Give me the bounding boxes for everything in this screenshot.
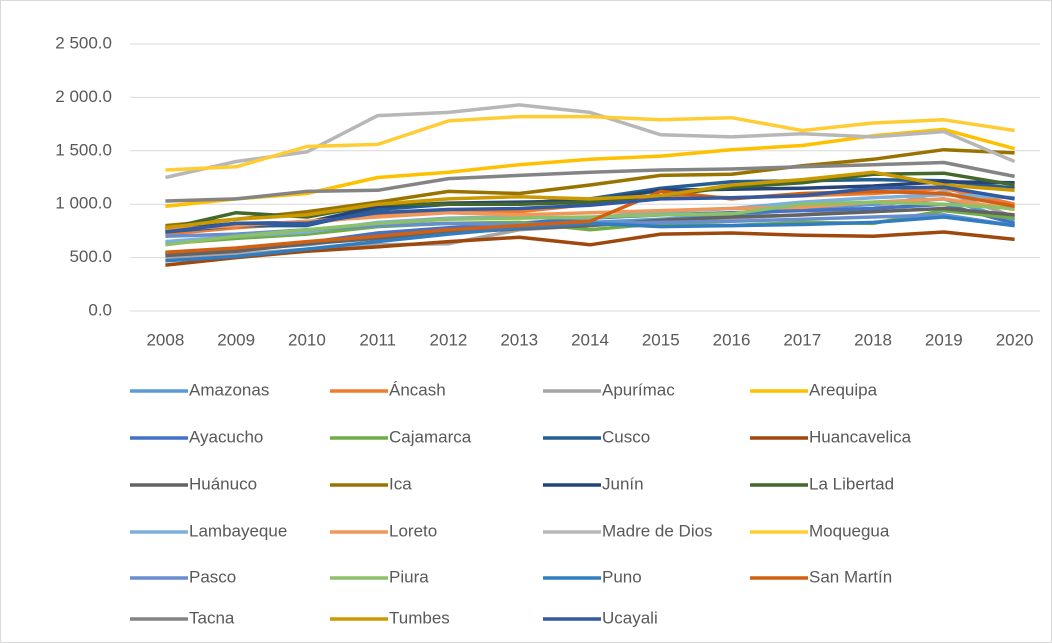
legend-label: Huancavelica [809,427,912,446]
x-tick-label: 2018 [854,330,892,349]
series-line [165,206,1015,258]
legend-label: Cajamarca [389,427,472,446]
y-tick-label: 500.0 [69,247,112,266]
legend-label: Áncash [389,380,446,399]
legend-label: Tacna [189,608,235,627]
x-tick-label: 2014 [571,330,609,349]
x-tick-label: 2017 [783,330,821,349]
series-line [165,185,1015,234]
legend-label: Cusco [602,427,650,446]
series-line [165,171,1015,231]
x-tick-label: 2020 [996,330,1034,349]
x-tick-label: 2011 [359,330,396,349]
x-tick-label: 2015 [642,330,680,349]
series-line [165,114,1015,172]
legend-label: Madre de Dios [602,521,713,540]
legend-label: Apurímac [602,380,675,399]
legend-label: Huánuco [189,474,257,493]
y-tick-label: 0.0 [88,300,112,319]
legend-label: Amazonas [189,380,269,399]
legend-label: Ucayali [602,608,658,627]
legend-label: San Martín [809,567,892,586]
legend-label: Lambayeque [189,521,287,540]
legend-label: Loreto [389,521,437,540]
legend-label: Piura [389,567,429,586]
x-tick-label: 2019 [925,330,963,349]
legend-label: Arequipa [809,380,878,399]
x-tick-label: 2016 [713,330,751,349]
legend-label: Ayacucho [189,427,263,446]
y-tick-label: 1 500.0 [55,140,112,159]
legend-label: Ica [389,474,412,493]
series-line [165,230,1015,267]
legend-label: Puno [602,567,642,586]
series-line [165,103,1016,180]
y-tick-label: 2 000.0 [55,87,112,106]
legend-label: Tumbes [389,608,450,627]
x-tick-label: 2008 [146,330,184,349]
legend-label: Moquegua [809,521,890,540]
series-line [165,200,1015,247]
x-tick-label: 2009 [217,330,255,349]
legend-label: La Libertad [809,474,894,493]
series-line [165,147,1015,228]
y-tick-label: 2 500.0 [55,33,112,52]
series-line [165,160,1015,203]
legend-label: Pasco [189,567,236,586]
y-tick-label: 1 000.0 [55,194,112,213]
series-line [165,215,1015,263]
series-line [165,189,1015,255]
legend-label: Junín [602,474,644,493]
x-tick-label: 2013 [500,330,538,349]
series-line [165,170,1015,230]
x-tick-label: 2012 [430,330,468,349]
x-tick-label: 2010 [288,330,326,349]
